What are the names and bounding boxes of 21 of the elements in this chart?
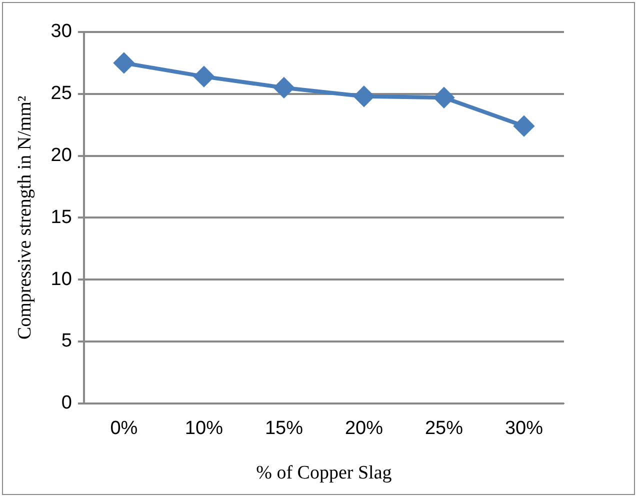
point — [434, 88, 454, 108]
point — [274, 78, 294, 98]
y-tick-label: 25 — [50, 83, 72, 104]
x-tick-label: 15% — [264, 418, 304, 440]
y-tick-label: 10 — [50, 268, 72, 290]
x-tick-label: 25% — [424, 418, 464, 440]
point — [354, 86, 374, 106]
y-tick-label: 30 — [50, 21, 72, 42]
y-axis-title: Compressive strength in N/mm² — [14, 96, 36, 340]
x-tick-label: 0% — [110, 418, 138, 440]
x-tick-label: 10% — [184, 418, 224, 440]
point — [114, 52, 134, 73]
y-tick-label: 20 — [50, 145, 72, 166]
x-axis-title: % of Copper Slag — [256, 462, 392, 484]
x-tick-label: 30% — [504, 418, 544, 440]
point — [194, 66, 214, 87]
y-tick-label: 0 — [61, 392, 72, 414]
y-tick-label: 15 — [50, 206, 72, 228]
x-tick-label: 20% — [344, 418, 384, 440]
y-tick-label: 5 — [61, 330, 72, 352]
point — [514, 116, 534, 136]
